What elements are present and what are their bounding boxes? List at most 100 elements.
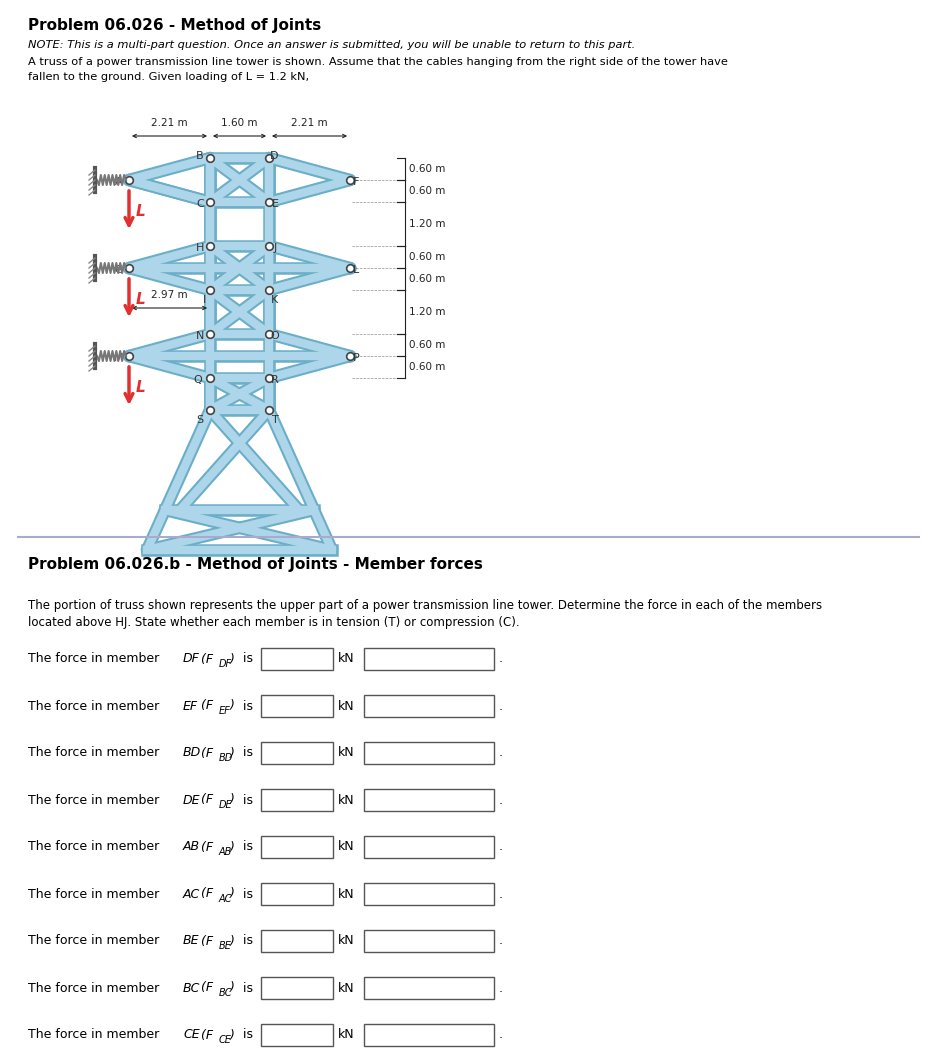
Text: CE: CE xyxy=(219,1035,231,1045)
Text: L: L xyxy=(136,292,146,308)
Text: (Click to select): (Click to select) xyxy=(370,936,451,946)
Text: ▾: ▾ xyxy=(479,749,485,759)
Text: 0.60 m: 0.60 m xyxy=(408,274,445,284)
Text: .: . xyxy=(499,1028,503,1041)
Bar xyxy=(261,742,332,764)
Text: (Click to select): (Click to select) xyxy=(370,701,451,711)
Bar xyxy=(363,977,493,999)
Text: .: . xyxy=(499,794,503,806)
Text: is: is xyxy=(239,934,253,948)
Text: fallen to the ground. Given loading of L = 1.2 kN,: fallen to the ground. Given loading of L… xyxy=(28,72,309,83)
Text: is: is xyxy=(239,747,253,760)
Text: 2.97 m: 2.97 m xyxy=(151,290,187,300)
Text: BE: BE xyxy=(219,941,231,951)
Text: .: . xyxy=(499,699,503,712)
Text: 0.60 m: 0.60 m xyxy=(408,186,445,196)
Text: CE: CE xyxy=(183,1028,199,1041)
Text: ▾: ▾ xyxy=(479,937,485,947)
Bar xyxy=(261,647,332,670)
Text: 2.21 m: 2.21 m xyxy=(291,118,328,128)
Text: (Click to select): (Click to select) xyxy=(370,795,451,805)
Bar xyxy=(363,883,493,905)
Text: is: is xyxy=(239,794,253,806)
Text: DE: DE xyxy=(219,800,232,810)
Text: kN: kN xyxy=(338,982,354,995)
Text: (Click to select): (Click to select) xyxy=(370,748,451,758)
Text: 0.60 m: 0.60 m xyxy=(408,252,445,262)
Text: 1.20 m: 1.20 m xyxy=(408,219,445,229)
Text: The force in member: The force in member xyxy=(28,840,163,854)
Bar xyxy=(363,930,493,952)
Text: A: A xyxy=(115,177,123,187)
Text: H: H xyxy=(196,243,204,253)
Text: AC: AC xyxy=(183,888,200,900)
Text: N: N xyxy=(196,331,204,341)
Text: J: J xyxy=(273,243,276,253)
Text: I: I xyxy=(203,295,207,305)
Text: EF: EF xyxy=(183,699,197,712)
Text: is: is xyxy=(239,888,253,900)
Text: .: . xyxy=(499,653,503,665)
Text: 0.60 m: 0.60 m xyxy=(408,340,445,350)
Bar xyxy=(261,695,332,717)
Text: (F: (F xyxy=(197,653,212,665)
Text: ): ) xyxy=(229,1028,235,1041)
Text: ▾: ▾ xyxy=(479,984,485,995)
Text: (F: (F xyxy=(197,888,212,900)
Text: ): ) xyxy=(229,934,235,948)
Text: 1.60 m: 1.60 m xyxy=(221,118,257,128)
Text: ): ) xyxy=(229,794,235,806)
Text: (F: (F xyxy=(197,934,212,948)
Text: kN: kN xyxy=(338,747,354,760)
Text: 2.21 m: 2.21 m xyxy=(151,118,187,128)
Text: ▾: ▾ xyxy=(479,1030,485,1041)
Text: The force in member: The force in member xyxy=(28,1028,163,1041)
Text: ): ) xyxy=(229,653,235,665)
Text: O: O xyxy=(271,331,279,341)
Bar xyxy=(363,742,493,764)
Text: is: is xyxy=(239,1028,253,1041)
Text: ): ) xyxy=(229,982,235,995)
Text: DF: DF xyxy=(183,653,199,665)
Text: BD: BD xyxy=(219,753,233,763)
Text: .: . xyxy=(499,934,503,948)
Text: The force in member: The force in member xyxy=(28,934,163,948)
Text: (Click to select): (Click to select) xyxy=(370,842,451,852)
Text: ▾: ▾ xyxy=(479,890,485,900)
Bar xyxy=(363,647,493,670)
Text: ▾: ▾ xyxy=(479,703,485,712)
Text: .: . xyxy=(499,840,503,854)
Text: (F: (F xyxy=(197,982,212,995)
Text: P: P xyxy=(352,353,359,363)
Text: The portion of truss shown represents the upper part of a power transmission lin: The portion of truss shown represents th… xyxy=(28,599,821,612)
Bar xyxy=(363,789,493,811)
Text: M: M xyxy=(114,353,124,363)
Text: R: R xyxy=(271,375,279,385)
Text: 0.60 m: 0.60 m xyxy=(408,164,445,174)
Text: L: L xyxy=(353,264,358,275)
Text: (F: (F xyxy=(197,840,212,854)
Text: (Click to select): (Click to select) xyxy=(370,654,451,664)
Text: C: C xyxy=(196,199,204,209)
Text: kN: kN xyxy=(338,840,354,854)
Bar xyxy=(261,836,332,858)
Text: (F: (F xyxy=(197,747,212,760)
Bar xyxy=(261,930,332,952)
Text: ): ) xyxy=(229,888,235,900)
Text: .: . xyxy=(499,888,503,900)
Text: ): ) xyxy=(229,747,235,760)
Text: B: B xyxy=(196,151,204,161)
Bar xyxy=(363,836,493,858)
Text: ▾: ▾ xyxy=(479,796,485,806)
Text: The force in member: The force in member xyxy=(28,747,163,760)
Text: The force in member: The force in member xyxy=(28,888,163,900)
Text: ): ) xyxy=(229,699,235,712)
Text: K: K xyxy=(271,295,278,305)
Bar xyxy=(363,1024,493,1046)
Text: (Click to select): (Click to select) xyxy=(370,1030,451,1040)
Text: ▾: ▾ xyxy=(479,655,485,665)
Text: G: G xyxy=(114,264,124,275)
Text: AC: AC xyxy=(219,894,232,904)
Text: 1.20 m: 1.20 m xyxy=(408,307,445,317)
Text: kN: kN xyxy=(338,653,354,665)
